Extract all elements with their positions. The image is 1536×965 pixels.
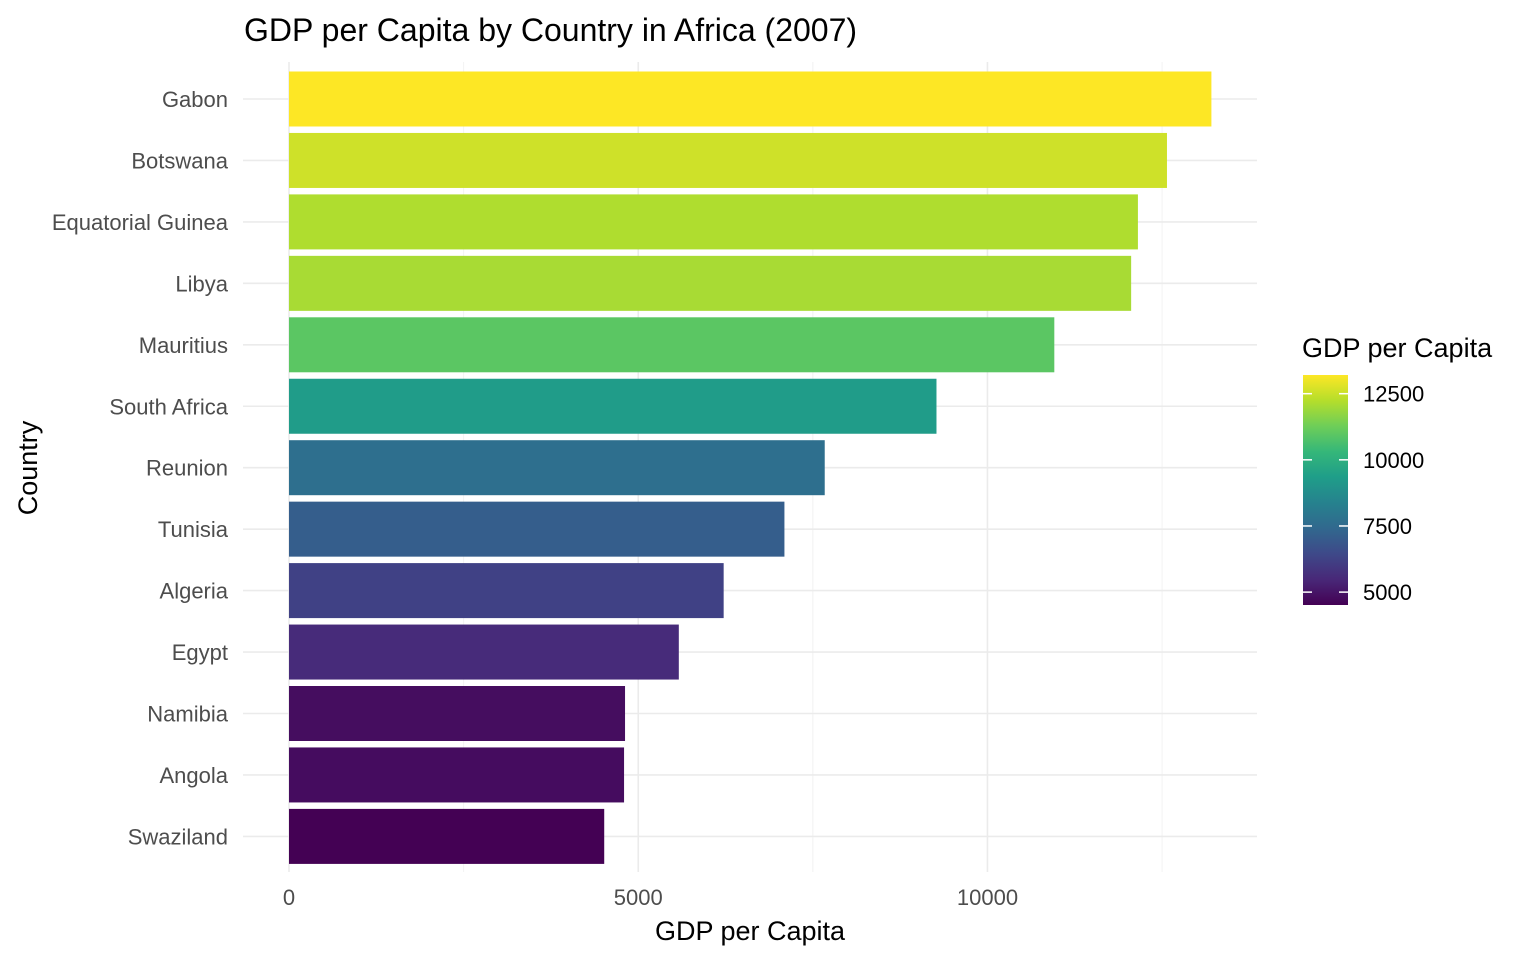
y-tick-label: Gabon [162,87,228,112]
legend-tick-label: 10000 [1363,448,1424,473]
bar [289,194,1138,250]
x-tick-label: 5000 [614,885,663,910]
bar [289,71,1212,127]
y-tick-label: Angola [159,763,228,788]
legend: GDP per Capita 5000 7500 10000 12500 [1302,333,1493,605]
y-axis-label: Country [13,420,43,515]
y-tick-label: Swaziland [128,824,228,849]
bars [289,71,1212,864]
legend-tick-label: 7500 [1363,514,1412,539]
x-axis-label: GDP per Capita [655,916,846,946]
x-tick-label: 0 [283,885,295,910]
y-tick-label: Tunisia [158,517,229,542]
y-tick-label: Namibia [147,702,228,727]
legend-tick-label: 12500 [1363,382,1424,407]
bar [289,317,1055,373]
legend-tick-label: 5000 [1363,580,1412,605]
bar [289,563,724,619]
bar [289,624,679,680]
y-tick-label: Botswana [131,148,228,173]
x-tick-label: 10000 [957,885,1018,910]
chart-title: GDP per Capita by Country in Africa (200… [244,12,857,48]
y-tick-label: Reunion [146,456,228,481]
y-tick-label: Libya [175,271,228,296]
x-axis-tick-labels: 0 5000 10000 [283,885,1018,910]
y-tick-label: South Africa [109,394,228,419]
bar [289,132,1167,188]
legend-ticks: 5000 7500 10000 12500 [1303,382,1424,605]
bar [289,255,1132,311]
bar [289,686,626,741]
y-tick-label: Algeria [160,579,229,604]
y-axis-tick-labels: Gabon Botswana Equatorial Guinea Libya Mauri… [52,87,229,849]
bar [289,501,785,557]
bar [289,747,625,803]
y-tick-label: Equatorial Guinea [52,210,229,235]
bar [289,378,937,434]
y-tick-label: Egypt [172,640,228,665]
bar [289,808,605,864]
bar [289,440,825,496]
y-tick-label: Mauritius [139,333,228,358]
legend-title: GDP per Capita [1302,333,1493,363]
legend-colorbar [1303,375,1348,605]
